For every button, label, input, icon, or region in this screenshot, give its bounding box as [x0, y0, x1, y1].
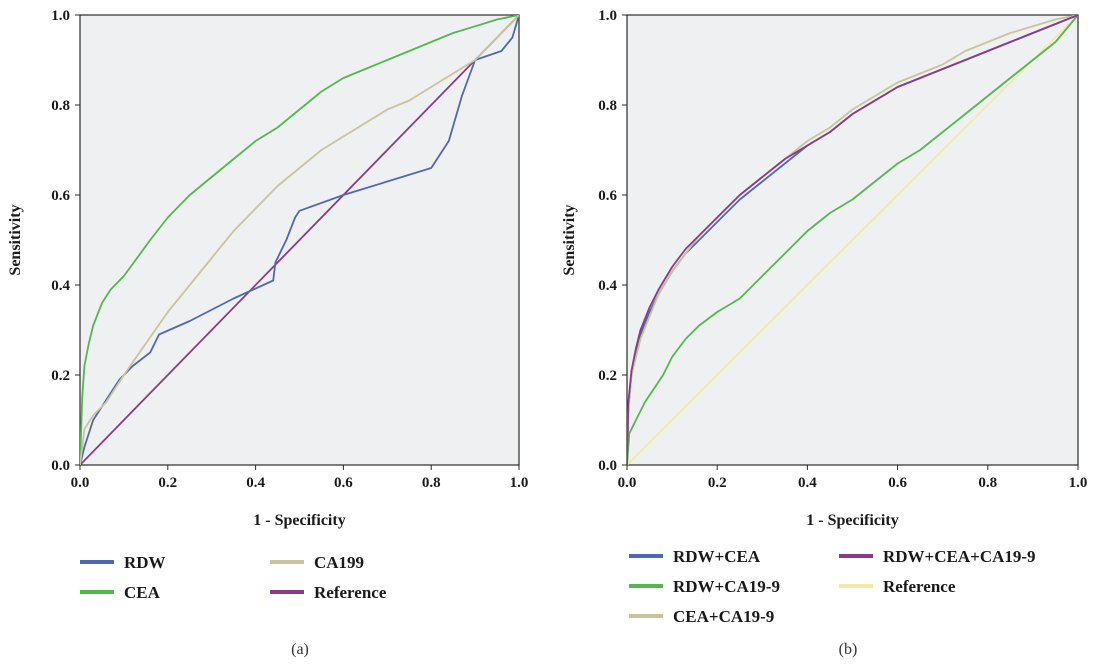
- series-line-rdw: [80, 15, 519, 465]
- x-tick-label: 0.4: [798, 475, 817, 491]
- x-tick-label: 0.2: [708, 475, 727, 491]
- y-tick-label: 0.8: [51, 98, 70, 114]
- legend-label-reference: Reference: [314, 583, 387, 602]
- x-axis-title: 1 - Specificity: [253, 512, 345, 529]
- legend-label-cea-ca19-9: CEA+CA19-9: [673, 607, 774, 626]
- y-tick-label: 0.4: [598, 278, 617, 294]
- legend-label-reference: Reference: [883, 577, 956, 596]
- x-axis-title: 1 - Specificity: [806, 512, 898, 529]
- y-tick-label: 0.6: [51, 188, 70, 204]
- legend: RDW CEA CA199 Reference: [80, 553, 387, 602]
- y-tick-label: 0.4: [51, 278, 70, 294]
- legend-label-rdw: RDW: [124, 553, 166, 572]
- series-line-rdw-cea-ca19-9: [627, 15, 1078, 465]
- x-tick-label: 0.0: [618, 475, 637, 491]
- y-tick-label: 1.0: [598, 8, 617, 24]
- series-line-rdw-ca19-9: [627, 15, 1078, 465]
- y-tick-label: 1.0: [51, 8, 70, 24]
- series-line-ca199: [80, 15, 519, 465]
- y-tick-label: 0.2: [598, 368, 617, 384]
- series-line-reference: [627, 15, 1078, 465]
- x-tick-label: 0.4: [246, 475, 265, 491]
- x-tick-label: 0.8: [978, 475, 997, 491]
- series-line-reference: [80, 15, 519, 465]
- x-tick-label: 0.6: [334, 475, 353, 491]
- y-tick-label: 0.6: [598, 188, 617, 204]
- chart-panel-a: 0.0 0.2 0.4 0.6 0.8 1.0 0.0 0.2 0.4 0.6 0.8 1.0 1 - …: [7, 8, 528, 658]
- legend-label-ca199: CA199: [314, 553, 364, 572]
- y-axis-title: Sensitivity: [561, 204, 578, 275]
- legend: RDW+CEA RDW+CA19-9 CEA+CA19-9 RDW+CEA+CA19-…: [629, 547, 1036, 626]
- panel-label: (b): [839, 641, 858, 658]
- legend-label-rdw-cea-ca19-9: RDW+CEA+CA19-9: [883, 547, 1036, 566]
- y-tick-label: 0.8: [598, 98, 617, 114]
- x-tick-label: 1.0: [1069, 475, 1088, 491]
- series-line-cea: [80, 15, 519, 465]
- y-tick-label: 0.0: [598, 458, 617, 474]
- x-tick-label: 0.8: [422, 475, 441, 491]
- y-axis-title: Sensitivity: [7, 204, 24, 275]
- chart-panel-b: 0.0 0.2 0.4 0.6 0.8 1.0 0.0 0.2 0.4 0.6 0.8 1.0 1 - …: [561, 8, 1087, 658]
- y-tick-label: 0.0: [51, 458, 70, 474]
- x-tick-label: 0.2: [158, 475, 177, 491]
- panel-label: (a): [291, 641, 309, 658]
- x-tick-label: 1.0: [510, 475, 529, 491]
- legend-label-rdw-cea: RDW+CEA: [673, 547, 761, 566]
- x-tick-label: 0.6: [888, 475, 907, 491]
- legend-label-rdw-ca19-9: RDW+CA19-9: [673, 577, 780, 596]
- legend-label-cea: CEA: [124, 583, 161, 602]
- y-tick-label: 0.2: [51, 368, 70, 384]
- x-tick-label: 0.0: [71, 475, 90, 491]
